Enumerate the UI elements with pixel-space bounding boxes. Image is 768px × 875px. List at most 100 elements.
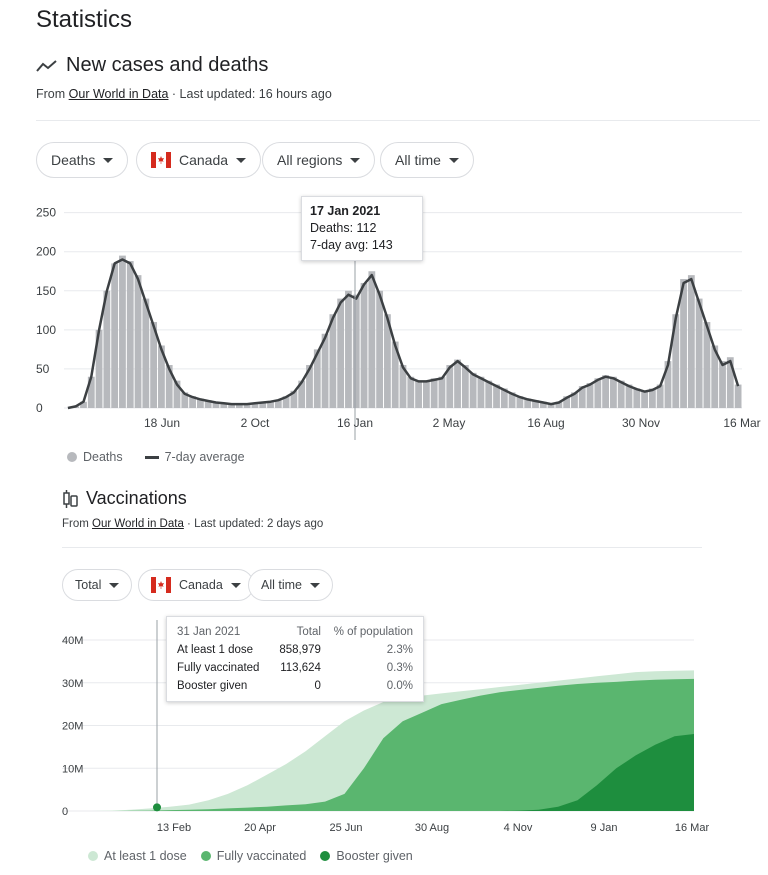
deaths-bar [610,376,617,408]
x-tick-label: 16 Aug [527,416,564,430]
vtt-pct: 0.3% [386,662,413,674]
deaths-bar [181,392,189,408]
y-tick-label: 150 [36,284,56,298]
deaths-bar [235,404,243,408]
tooltip-avg: 7-day avg: 143 [310,238,393,252]
x-tick-label: 2 Oct [241,416,270,430]
y-tick-label: 50 [36,362,50,376]
vtt-total: 858,979 [279,644,321,656]
vacc-tooltip: 31 Jan 2021 Total % of population At lea… [166,616,424,702]
vtt-col-total: Total [296,626,321,638]
metric-label: Deaths [51,152,96,168]
x-tick-label: 30 Nov [622,416,660,430]
source-link[interactable]: Our World in Data [92,518,184,530]
deaths-bar [142,298,150,408]
deaths-bar [306,365,313,408]
deaths-bar [352,294,360,408]
deaths-bar [360,282,368,408]
deaths-bar [220,403,228,408]
country-filter[interactable]: Canada [136,142,262,178]
deaths-bar [617,380,625,408]
vacc-legend: At least 1 dose Fully vaccinated Booster… [88,849,413,863]
deaths-bar [625,384,633,408]
vacc-country-filter[interactable]: Canada [138,569,254,601]
x-tick-label: 13 Feb [157,822,191,834]
deaths-bar [282,396,290,408]
deaths-bar [376,290,384,408]
x-tick-label: 9 Jan [591,822,618,834]
vacc-time-filter[interactable]: All time [248,569,333,601]
deaths-bar [594,378,602,408]
deaths-bar [578,386,586,408]
deaths-bar [687,275,695,408]
deaths-bar [329,314,337,408]
deaths-bar [726,357,734,408]
legend-deaths: Deaths [67,450,123,464]
y-tick-label: 0 [62,806,68,818]
x-tick-label: 2 May [433,416,466,430]
region-filter[interactable]: All regions [262,142,376,178]
y-tick-label: 200 [36,245,56,259]
x-tick-label: 30 Aug [415,822,449,834]
deaths-bar [345,290,352,408]
deaths-bar [446,365,454,408]
deaths-bar [415,380,422,408]
deaths-bar [430,378,438,408]
deaths-bar [384,314,391,408]
deaths-bar [719,361,726,408]
deaths-tooltip: 17 Jan 2021 Deaths: 112 7-day avg: 143 [301,196,423,261]
divider [62,547,702,548]
vacc-metric-filter[interactable]: Total [62,569,133,601]
deaths-bar [368,271,376,408]
vtt-row: Fully vaccinated 113,624 0.3% [177,659,413,677]
deaths-bar [656,384,664,408]
chevron-down-icon [230,582,241,588]
deaths-bar [119,255,126,408]
legend-full: Fully vaccinated [200,849,307,863]
area-booster-given [92,734,694,811]
hover-point [153,803,161,812]
deaths-bar [196,398,204,408]
time-filter[interactable]: All time [380,142,474,178]
x-tick-label: 4 Nov [504,822,533,834]
y-tick-label: 0 [36,401,43,415]
deaths-bar [461,365,469,408]
avg-line [67,258,740,410]
trending-icon [36,59,57,72]
deaths-bar [407,376,415,408]
area-fully-vaccinated [92,678,694,811]
deaths-bar [664,361,672,408]
source-prefix: From [36,87,69,101]
cases-title: New cases and deaths [66,54,269,76]
vaccinations-chart[interactable]: 0 10M 20M 30M 40M 13 Feb 20 Apr 25 Jun 30 Aug 4 N… [0,620,768,840]
cases-section-title: New cases and deaths [36,54,268,77]
vtt-col-pct: % of population [333,626,413,638]
deaths-bar [87,376,95,408]
time-label: All time [395,152,441,168]
deaths-bar [290,390,298,408]
deaths-bar [571,392,578,408]
y-tick-label: 10M [62,763,83,775]
chevron-down-icon [448,157,459,163]
deaths-bar [274,400,282,408]
x-tick-label: 16 Mar [675,822,710,834]
metric-filter[interactable]: Deaths [36,142,129,178]
source-link[interactable]: Our World in Data [68,87,169,101]
deaths-bar [126,261,134,408]
syringe-icon [63,489,78,508]
deaths-bar [80,401,87,408]
deaths-bar [399,365,407,408]
deaths-bar [454,359,461,408]
canada-flag-icon [151,152,171,168]
divider [36,120,760,121]
legend-full-label: Fully vaccinated [216,849,307,863]
deaths-bar [259,402,267,408]
updated-text: · Last updated: 2 days ago [183,518,324,530]
deaths-bar [189,396,196,408]
canada-flag-icon [151,577,171,593]
deaths-bar [539,401,547,408]
deaths-bar [438,376,446,408]
chevron-down-icon [103,157,114,163]
deaths-bar [103,290,111,408]
deaths-bar [602,375,610,408]
